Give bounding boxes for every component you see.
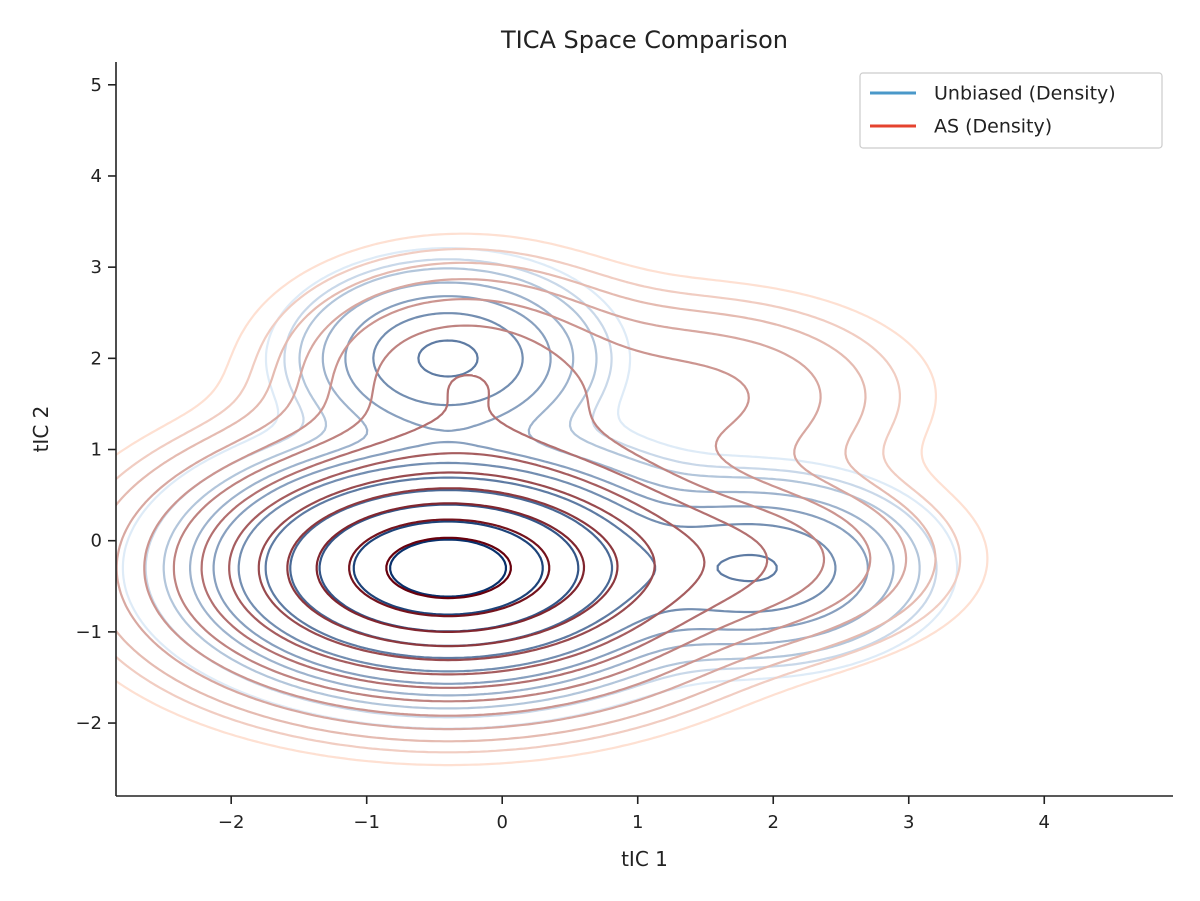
contour-line-series-1-level-1 (116, 247, 962, 754)
contour-line-series-1-level-0 (116, 232, 989, 767)
y-tick-label: 4 (91, 166, 102, 187)
y-tick-label: 2 (91, 348, 102, 369)
contour-line-series-1-level-8 (257, 471, 656, 662)
y-tick-label: 0 (91, 531, 102, 552)
y-tick-label: 5 (91, 75, 102, 96)
contour-line-series-1-level-10 (315, 502, 586, 633)
contour-line-series-1-level-2 (116, 261, 937, 743)
x-tick-label: −1 (353, 812, 380, 833)
contour-line-series-0-level-8 (318, 503, 580, 633)
contour-line-series-1-level-6 (200, 374, 769, 689)
axes: −2 −1 0 1 2 3 4 −2 −1 0 1 2 3 4 5 (75, 62, 1173, 833)
legend: Unbiased (Density) AS (Density) (859, 72, 1163, 149)
y-axis-label: tIC 2 (29, 406, 53, 453)
contour-line-series-1-level-9 (286, 487, 619, 648)
contour-line-series-1-level-3 (116, 278, 908, 731)
legend-label: Unbiased (Density) (934, 83, 1116, 105)
contour-series-1 (116, 232, 989, 767)
x-tick-label: 4 (1039, 812, 1050, 833)
legend-box (859, 72, 1163, 149)
y-tick-label: −2 (75, 713, 102, 734)
contour-line-series-0-level-9 (352, 520, 544, 616)
contour-line-series-0-level-5 (237, 312, 837, 673)
x-axis-label: tIC 1 (621, 847, 668, 871)
y-tick-label: 1 (91, 440, 102, 461)
y-tick-label: 3 (91, 257, 102, 278)
contour-line-series-1-level-12 (385, 536, 512, 600)
contour-line-series-0-level-2 (162, 267, 921, 710)
x-tick-label: 2 (768, 812, 779, 833)
contour-line-series-1-level-11 (348, 518, 551, 618)
legend-label: AS (Density) (934, 116, 1052, 138)
contour-layer (116, 232, 989, 767)
x-tick-label: 0 (496, 812, 507, 833)
contour-line-series-1-level-7 (228, 452, 706, 676)
contour-line-series-0-level-6 (264, 339, 778, 660)
contour-line-series-0-level-10 (389, 538, 507, 598)
y-tick-label: −1 (75, 622, 102, 643)
contour-line-series-1-level-4 (143, 298, 872, 717)
x-tick-label: 1 (632, 812, 643, 833)
x-tick-label: −2 (218, 812, 245, 833)
contour-line-series-1-level-5 (172, 324, 826, 703)
contour-series-0 (121, 247, 959, 730)
chart-title: TICA Space Comparison (500, 26, 788, 54)
x-tick-label: 3 (903, 812, 914, 833)
